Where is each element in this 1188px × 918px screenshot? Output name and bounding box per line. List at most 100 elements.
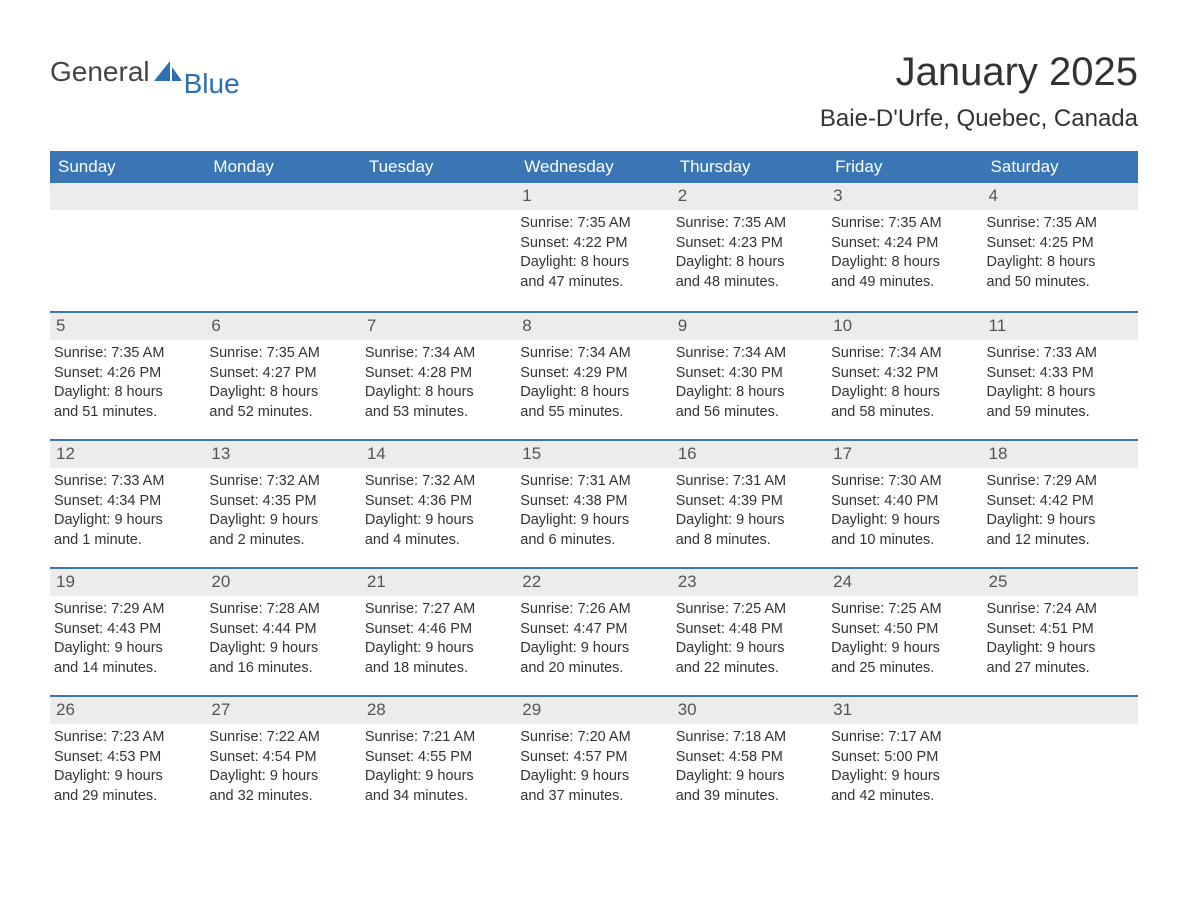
day-sunrise: Sunrise: 7:18 AM: [676, 728, 823, 748]
day-number: 9: [672, 313, 827, 340]
day-body: Sunrise: 7:32 AMSunset: 4:36 PMDaylight:…: [361, 468, 516, 560]
day-daylight1: Daylight: 8 hours: [209, 383, 356, 403]
day-daylight2: and 37 minutes.: [520, 787, 667, 807]
calendar-day: 2Sunrise: 7:35 AMSunset: 4:23 PMDaylight…: [672, 183, 827, 311]
calendar-day: 20Sunrise: 7:28 AMSunset: 4:44 PMDayligh…: [205, 569, 360, 695]
day-number: [50, 183, 205, 210]
day-sunrise: Sunrise: 7:31 AM: [520, 472, 667, 492]
day-sunrise: Sunrise: 7:35 AM: [831, 214, 978, 234]
day-sunrise: Sunrise: 7:27 AM: [365, 600, 512, 620]
day-number: 17: [827, 441, 982, 468]
calendar-day: 9Sunrise: 7:34 AMSunset: 4:30 PMDaylight…: [672, 313, 827, 439]
calendar-day: 6Sunrise: 7:35 AMSunset: 4:27 PMDaylight…: [205, 313, 360, 439]
calendar: Sunday Monday Tuesday Wednesday Thursday…: [50, 151, 1138, 823]
calendar-day: 1Sunrise: 7:35 AMSunset: 4:22 PMDaylight…: [516, 183, 671, 311]
day-number: 11: [983, 313, 1138, 340]
calendar-day: 27Sunrise: 7:22 AMSunset: 4:54 PMDayligh…: [205, 697, 360, 823]
day-number: 24: [827, 569, 982, 596]
logo-text-2: Blue: [184, 68, 240, 100]
calendar-day: 25Sunrise: 7:24 AMSunset: 4:51 PMDayligh…: [983, 569, 1138, 695]
day-daylight2: and 39 minutes.: [676, 787, 823, 807]
calendar-day: [983, 697, 1138, 823]
day-sunrise: Sunrise: 7:29 AM: [987, 472, 1134, 492]
day-sunset: Sunset: 4:34 PM: [54, 492, 201, 512]
day-number: 20: [205, 569, 360, 596]
day-number: 30: [672, 697, 827, 724]
day-number: [983, 697, 1138, 724]
day-number: 10: [827, 313, 982, 340]
day-number: 2: [672, 183, 827, 210]
day-sunset: Sunset: 4:36 PM: [365, 492, 512, 512]
day-sunrise: Sunrise: 7:24 AM: [987, 600, 1134, 620]
day-number: 22: [516, 569, 671, 596]
day-number: 21: [361, 569, 516, 596]
calendar-week: 26Sunrise: 7:23 AMSunset: 4:53 PMDayligh…: [50, 695, 1138, 823]
calendar-day: [361, 183, 516, 311]
day-body: Sunrise: 7:27 AMSunset: 4:46 PMDaylight:…: [361, 596, 516, 688]
day-number: 29: [516, 697, 671, 724]
day-daylight2: and 52 minutes.: [209, 403, 356, 423]
day-number: 8: [516, 313, 671, 340]
calendar-week: 19Sunrise: 7:29 AMSunset: 4:43 PMDayligh…: [50, 567, 1138, 695]
day-daylight2: and 20 minutes.: [520, 659, 667, 679]
day-sunrise: Sunrise: 7:22 AM: [209, 728, 356, 748]
day-daylight1: Daylight: 9 hours: [54, 639, 201, 659]
weekday-header: Friday: [827, 151, 982, 183]
day-sunrise: Sunrise: 7:35 AM: [54, 344, 201, 364]
day-sunset: Sunset: 4:38 PM: [520, 492, 667, 512]
day-sunset: Sunset: 4:26 PM: [54, 364, 201, 384]
day-daylight2: and 51 minutes.: [54, 403, 201, 423]
day-daylight1: Daylight: 8 hours: [520, 253, 667, 273]
day-number: 6: [205, 313, 360, 340]
day-sunrise: Sunrise: 7:31 AM: [676, 472, 823, 492]
day-body: Sunrise: 7:20 AMSunset: 4:57 PMDaylight:…: [516, 724, 671, 816]
day-number: 25: [983, 569, 1138, 596]
day-daylight2: and 50 minutes.: [987, 273, 1134, 293]
day-sunrise: Sunrise: 7:26 AM: [520, 600, 667, 620]
day-sunset: Sunset: 4:57 PM: [520, 748, 667, 768]
logo-text-1: General: [50, 56, 150, 88]
calendar-day: 24Sunrise: 7:25 AMSunset: 4:50 PMDayligh…: [827, 569, 982, 695]
day-sunrise: Sunrise: 7:34 AM: [365, 344, 512, 364]
day-sunset: Sunset: 4:22 PM: [520, 234, 667, 254]
day-daylight2: and 42 minutes.: [831, 787, 978, 807]
calendar-day: [50, 183, 205, 311]
day-body: Sunrise: 7:25 AMSunset: 4:50 PMDaylight:…: [827, 596, 982, 688]
calendar-day: 19Sunrise: 7:29 AMSunset: 4:43 PMDayligh…: [50, 569, 205, 695]
day-sunrise: Sunrise: 7:29 AM: [54, 600, 201, 620]
calendar-day: 22Sunrise: 7:26 AMSunset: 4:47 PMDayligh…: [516, 569, 671, 695]
day-sunrise: Sunrise: 7:34 AM: [831, 344, 978, 364]
day-daylight1: Daylight: 9 hours: [831, 639, 978, 659]
day-daylight2: and 34 minutes.: [365, 787, 512, 807]
calendar-day: 28Sunrise: 7:21 AMSunset: 4:55 PMDayligh…: [361, 697, 516, 823]
day-sunset: Sunset: 4:53 PM: [54, 748, 201, 768]
calendar-day: 4Sunrise: 7:35 AMSunset: 4:25 PMDaylight…: [983, 183, 1138, 311]
day-body: Sunrise: 7:32 AMSunset: 4:35 PMDaylight:…: [205, 468, 360, 560]
day-number: 19: [50, 569, 205, 596]
day-number: [205, 183, 360, 210]
calendar-day: 5Sunrise: 7:35 AMSunset: 4:26 PMDaylight…: [50, 313, 205, 439]
day-daylight1: Daylight: 9 hours: [676, 639, 823, 659]
day-body: Sunrise: 7:34 AMSunset: 4:28 PMDaylight:…: [361, 340, 516, 432]
day-sunset: Sunset: 4:28 PM: [365, 364, 512, 384]
day-body: [50, 210, 205, 224]
calendar-day: 30Sunrise: 7:18 AMSunset: 4:58 PMDayligh…: [672, 697, 827, 823]
weekday-header: Tuesday: [361, 151, 516, 183]
day-daylight1: Daylight: 9 hours: [676, 767, 823, 787]
day-sunrise: Sunrise: 7:35 AM: [520, 214, 667, 234]
day-daylight1: Daylight: 9 hours: [209, 639, 356, 659]
day-body: Sunrise: 7:29 AMSunset: 4:43 PMDaylight:…: [50, 596, 205, 688]
day-sunset: Sunset: 4:55 PM: [365, 748, 512, 768]
weekday-header: Sunday: [50, 151, 205, 183]
calendar-day: 14Sunrise: 7:32 AMSunset: 4:36 PMDayligh…: [361, 441, 516, 567]
day-daylight2: and 59 minutes.: [987, 403, 1134, 423]
day-body: Sunrise: 7:35 AMSunset: 4:26 PMDaylight:…: [50, 340, 205, 432]
day-sunrise: Sunrise: 7:33 AM: [54, 472, 201, 492]
title-block: January 2025 Baie-D'Urfe, Quebec, Canada: [820, 50, 1138, 133]
calendar-day: 15Sunrise: 7:31 AMSunset: 4:38 PMDayligh…: [516, 441, 671, 567]
day-daylight2: and 4 minutes.: [365, 531, 512, 551]
day-sunrise: Sunrise: 7:20 AM: [520, 728, 667, 748]
weeks-container: 1Sunrise: 7:35 AMSunset: 4:22 PMDaylight…: [50, 183, 1138, 823]
calendar-day: 23Sunrise: 7:25 AMSunset: 4:48 PMDayligh…: [672, 569, 827, 695]
day-daylight1: Daylight: 8 hours: [520, 383, 667, 403]
